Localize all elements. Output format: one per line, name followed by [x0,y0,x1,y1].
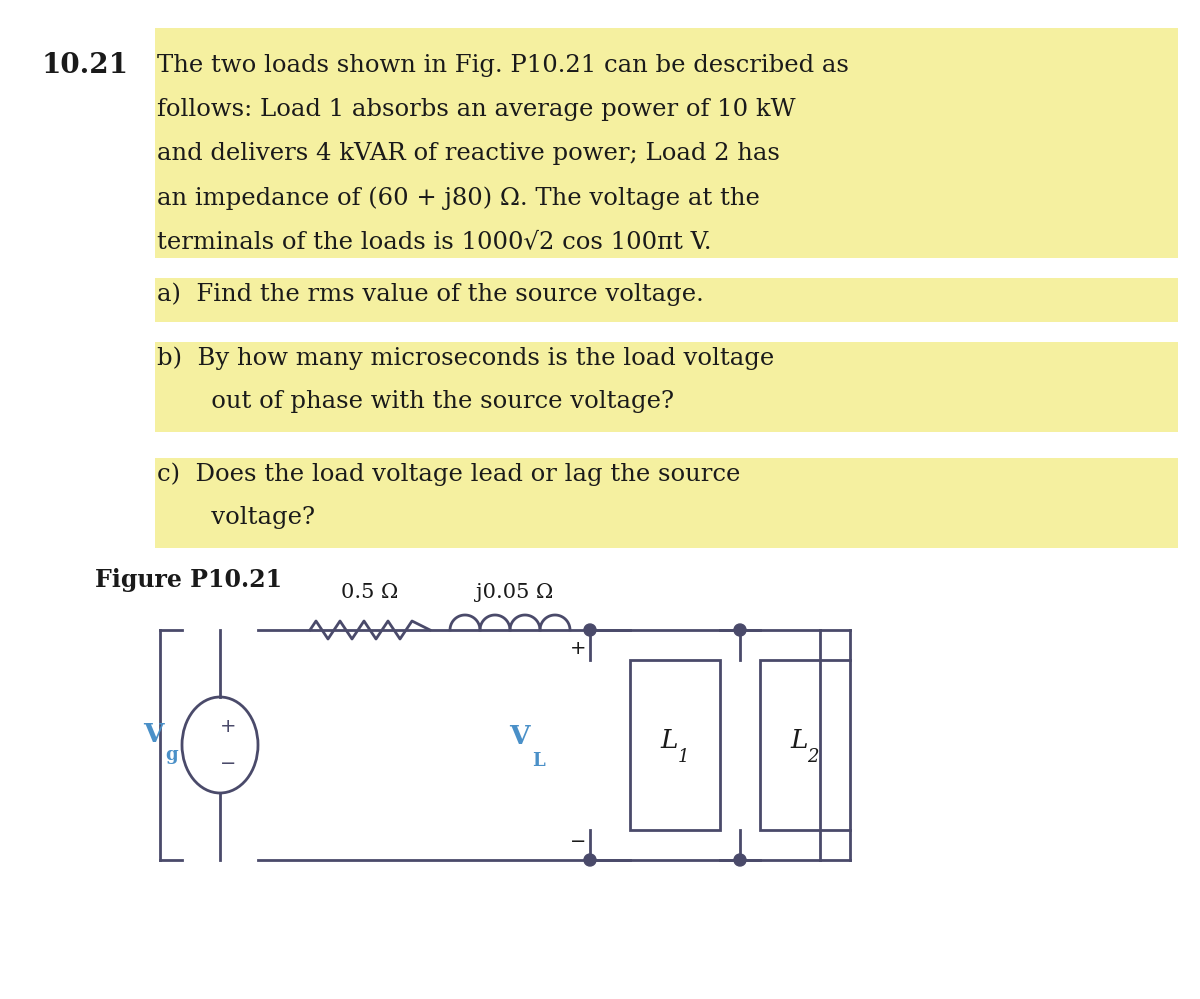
Bar [155,28,1178,258]
Text: j0.05 Ω: j0.05 Ω [476,583,553,602]
Bar [155,458,1178,548]
Text: g: g [166,746,178,764]
Text: 10.21: 10.21 [42,52,130,79]
Bar [155,342,1178,432]
Text: −: − [220,753,236,772]
Text: −: − [570,832,586,851]
Text: an impedance of (60 + j80) Ω. The voltage at the: an impedance of (60 + j80) Ω. The voltag… [157,186,760,210]
Text: a)  Find the rms value of the source voltage.: a) Find the rms value of the source volt… [157,282,703,306]
Text: b)  By how many microseconds is the load voltage: b) By how many microseconds is the load … [157,346,774,370]
Text: V: V [510,724,530,749]
Text: +: + [570,638,587,657]
Text: voltage?: voltage? [157,506,314,529]
Text: 1: 1 [677,748,689,766]
Text: and delivers 4 kVAR of reactive power; Load 2 has: and delivers 4 kVAR of reactive power; L… [157,142,780,165]
Text: L: L [791,728,808,753]
Text: L: L [533,752,545,770]
Text: 2: 2 [808,748,818,766]
Text: follows: Load 1 absorbs an average power of 10 kW: follows: Load 1 absorbs an average power… [157,98,796,121]
Text: L: L [660,728,678,753]
Circle shape [734,624,746,636]
Text: terminals of the loads is 1000√2 cos 100πt V.: terminals of the loads is 1000√2 cos 100… [157,230,712,253]
Circle shape [584,854,596,866]
Bar [630,660,720,830]
Text: c)  Does the load voltage lead or lag the source: c) Does the load voltage lead or lag the… [157,462,740,486]
Circle shape [734,854,746,866]
Bar [760,660,850,830]
Text: +: + [220,717,236,736]
Text: out of phase with the source voltage?: out of phase with the source voltage? [157,390,674,413]
Bar [155,278,1178,322]
Text: The two loads shown in Fig. P10.21 can be described as: The two loads shown in Fig. P10.21 can b… [157,54,848,77]
Circle shape [584,624,596,636]
Text: Figure P10.21: Figure P10.21 [95,568,282,592]
Text: V: V [144,722,164,747]
Text: 0.5 Ω: 0.5 Ω [341,583,398,602]
